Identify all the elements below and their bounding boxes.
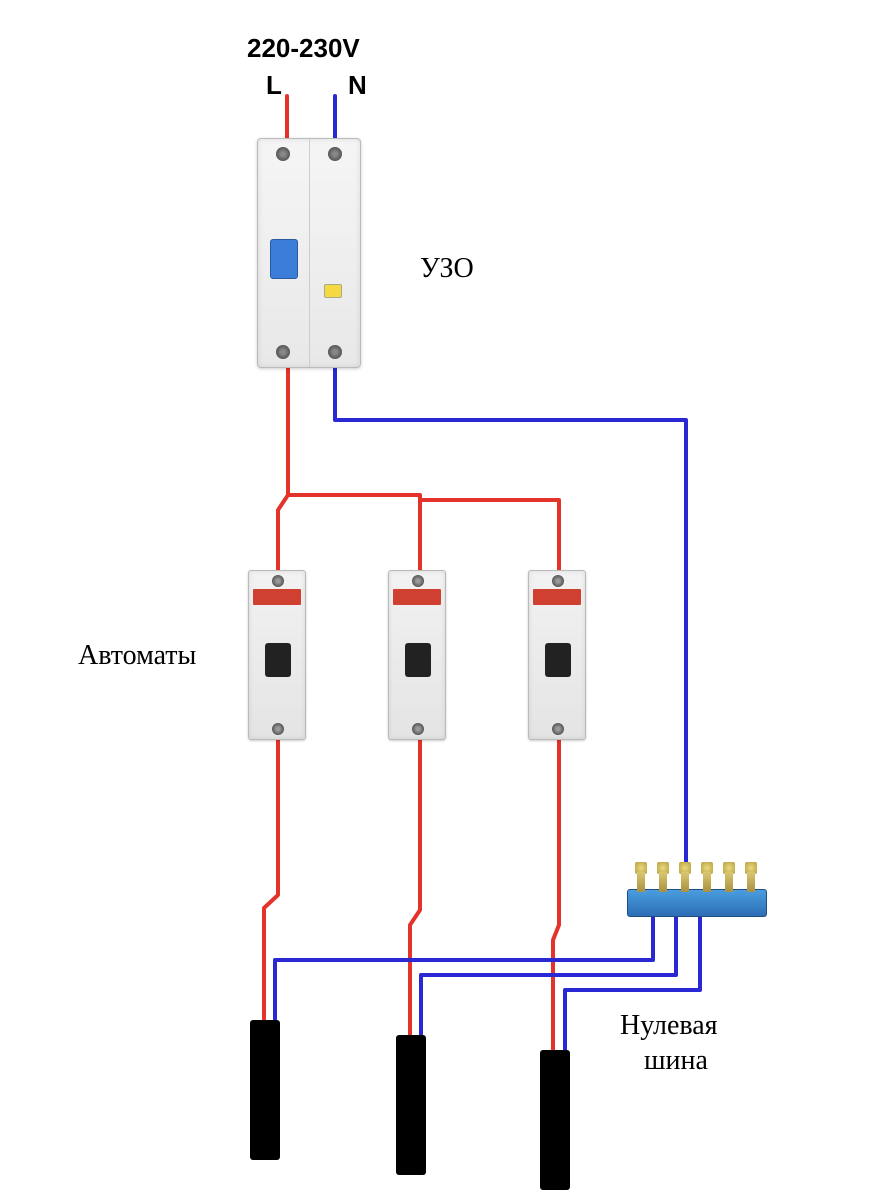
breaker-2 [388,570,446,740]
breakers-label: Автоматы [78,640,196,672]
rcd-device [257,138,361,368]
diagram-canvas: 220-230V L N УЗО Автоматы Нулевая шина [0,0,875,1200]
voltage-label: 220-230V [247,33,360,64]
breaker-3 [528,570,586,740]
neutral-busbar [627,862,767,917]
breaker-1 [248,570,306,740]
rcd-label: УЗО [420,253,474,285]
n-label: N [348,70,367,101]
busbar-label-2: шина [644,1045,708,1077]
output-cable-2 [396,1035,426,1175]
output-cable-3 [540,1050,570,1190]
l-label: L [266,70,282,101]
rcd-toggle [270,239,298,279]
rcd-test-button [324,284,342,298]
output-cable-1 [250,1020,280,1160]
busbar-label-1: Нулевая [620,1010,718,1042]
